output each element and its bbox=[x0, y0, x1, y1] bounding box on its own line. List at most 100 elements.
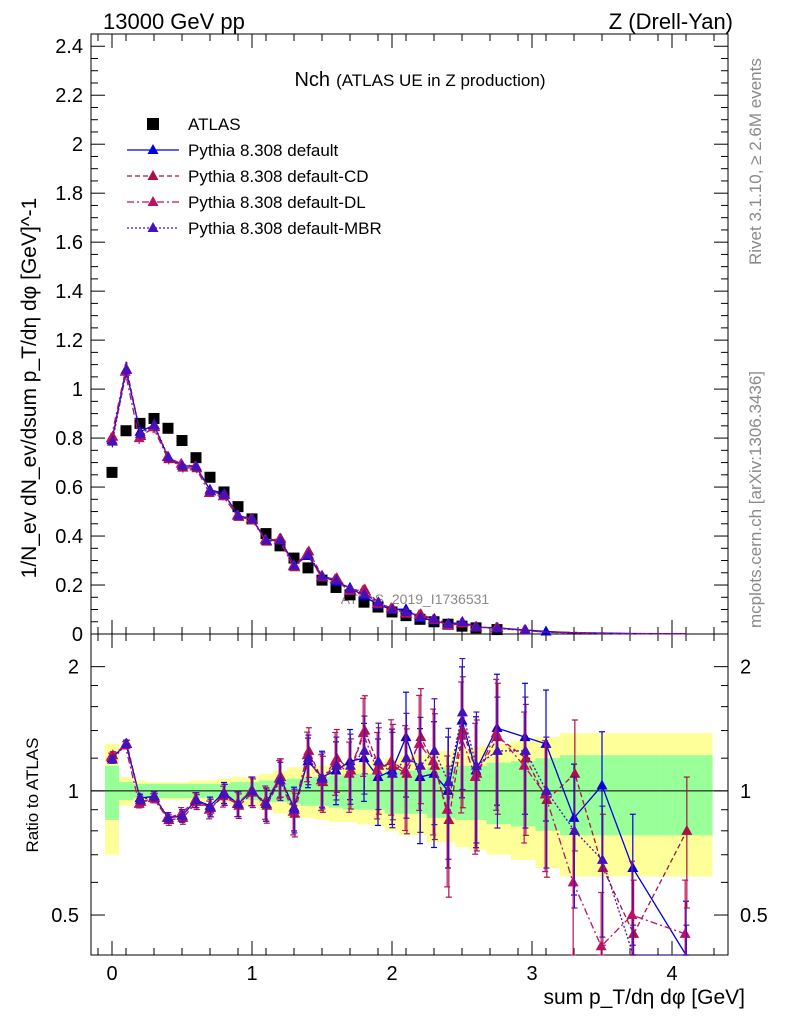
y-axis-label: 1/N_ev dN_ev/dsum p_T/dη dφ [GeV]^-1 bbox=[18, 198, 41, 579]
mc-point-mbr bbox=[358, 588, 370, 599]
mc-point-mbr bbox=[302, 548, 314, 559]
y-tick-label: 1.4 bbox=[55, 281, 83, 303]
mc-point-mbr bbox=[218, 488, 230, 499]
mc-ratio-point-mbr bbox=[162, 811, 174, 822]
data-point-atlas bbox=[162, 422, 174, 434]
mc-ratio-point-mbr bbox=[491, 744, 503, 755]
x-axis-label: sum p_T/dη dφ [GeV] bbox=[543, 986, 745, 1009]
band-inner bbox=[511, 761, 536, 827]
mc-ratio-point-mbr bbox=[470, 759, 482, 770]
plot-title-main: Nch bbox=[294, 69, 330, 91]
data-point-atlas bbox=[358, 596, 370, 608]
mc-ratio-point-dl bbox=[371, 764, 383, 775]
mc-point-mbr bbox=[372, 596, 384, 607]
x-tick-label: 4 bbox=[666, 963, 677, 985]
legend-marker-dl bbox=[147, 196, 159, 206]
mc-point-mbr bbox=[260, 534, 272, 545]
legend-label-cd: Pythia 8.308 default-CD bbox=[188, 167, 369, 186]
mc-ratio-point-dl bbox=[399, 764, 411, 775]
data-point-atlas bbox=[148, 412, 160, 424]
mc-point-mbr bbox=[470, 620, 482, 631]
data-point-atlas bbox=[204, 471, 216, 483]
ratio-tick-label: 2 bbox=[68, 657, 79, 679]
plot-title-sub: (ATLAS UE in Z production) bbox=[336, 71, 545, 90]
mc-ratio-point-mbr bbox=[176, 809, 188, 820]
legend: ATLAS Pythia 8.308 default Pythia 8.308 de… bbox=[127, 115, 382, 238]
mc-point-mbr bbox=[120, 363, 132, 374]
data-point-atlas bbox=[120, 425, 132, 437]
legend-marker-cd bbox=[147, 170, 159, 180]
y-tick-label: 0.6 bbox=[55, 477, 83, 499]
data-point-atlas bbox=[302, 562, 314, 574]
mc-ratio-point-dl bbox=[469, 771, 481, 782]
mc-ratio-point-cd bbox=[681, 824, 693, 835]
mc-point-mbr bbox=[519, 624, 531, 635]
mc-point-mbr bbox=[246, 512, 258, 523]
ratio-panel-series bbox=[105, 657, 693, 956]
x-tick-label: 3 bbox=[526, 963, 537, 985]
legend-marker-atlas bbox=[147, 118, 159, 130]
mc-ratio-point-mbr bbox=[260, 797, 272, 808]
y-tick-label: 1 bbox=[72, 379, 83, 401]
mc-ratio-point-mbr bbox=[218, 788, 230, 799]
ratio-tick-label-right: 1 bbox=[740, 781, 751, 803]
mc-ratio-point-mbr bbox=[302, 752, 314, 763]
mc-ratio-point-mbr bbox=[442, 776, 454, 787]
mc-point-mbr bbox=[162, 451, 174, 462]
mc-ratio-point-dl bbox=[595, 940, 607, 951]
mc-ratio-point-mbr bbox=[246, 784, 258, 795]
y-tick-label: 0.2 bbox=[55, 575, 83, 597]
band-inner bbox=[486, 762, 511, 825]
mc-ratio-point-mbr bbox=[456, 706, 468, 717]
mc-ratio-point-mbr bbox=[540, 784, 552, 795]
data-point-atlas bbox=[260, 528, 272, 540]
ratio-frame bbox=[90, 633, 729, 956]
mc-point-mbr bbox=[288, 559, 300, 570]
y-tick-label: 2.4 bbox=[55, 36, 83, 58]
mc-ratio-point-mbr bbox=[288, 803, 300, 814]
mc-point-mbr bbox=[232, 509, 244, 520]
mc-ratio-point-mbr bbox=[204, 801, 216, 812]
mc-ratio-point-cd bbox=[569, 767, 581, 778]
mc-ratio-point-mbr bbox=[519, 744, 531, 755]
mc-point-mbr bbox=[442, 617, 454, 628]
mc-ratio-point-mbr bbox=[400, 752, 412, 763]
mc-point-mbr bbox=[106, 435, 118, 446]
mc-ratio-point-dl bbox=[518, 759, 530, 770]
data-point-atlas bbox=[274, 540, 286, 552]
main-frame bbox=[90, 33, 729, 635]
legend-label-dl: Pythia 8.308 default-DL bbox=[188, 193, 366, 212]
mc-ratio-point-dl bbox=[427, 755, 439, 766]
data-point-atlas bbox=[232, 501, 244, 513]
mc-ratio-point-mbr bbox=[344, 759, 356, 770]
band-inner bbox=[617, 755, 660, 836]
mc-ratio-point-dl bbox=[679, 927, 691, 938]
mc-ratio-point-dl bbox=[357, 727, 369, 738]
x-tick-label: 2 bbox=[386, 963, 397, 985]
y-tick-label: 0.4 bbox=[55, 526, 83, 548]
mc-ratio-point-dl bbox=[490, 727, 502, 738]
plot-title: Nch (ATLAS UE in Z production) bbox=[294, 69, 545, 91]
mc-ratio-point-mbr bbox=[232, 797, 244, 808]
y-tick-label: 1.8 bbox=[55, 183, 83, 205]
mc-point-mbr bbox=[274, 534, 286, 545]
mc-ratio-point-dl bbox=[626, 909, 638, 920]
y-tick-label: 0.8 bbox=[55, 428, 83, 450]
mc-ratio-point-mbr bbox=[596, 853, 608, 864]
mc-ratio-point-dl bbox=[455, 729, 467, 740]
data-point-atlas bbox=[190, 452, 202, 464]
main-panel-series bbox=[105, 361, 687, 636]
mc-point-mbr bbox=[148, 418, 160, 429]
mc-point-mbr bbox=[428, 612, 440, 623]
ratio-tick-label: 1 bbox=[68, 781, 79, 803]
process-label: Z (Drell-Yan) bbox=[609, 9, 733, 34]
mc-ratio-point-mbr bbox=[330, 759, 342, 770]
mc-ratio-point-mbr bbox=[386, 767, 398, 778]
ratio-tick-label-right: 2 bbox=[740, 657, 751, 679]
ratio-tick-label-right: 0.5 bbox=[740, 905, 768, 927]
y-tick-label: 2 bbox=[72, 134, 83, 156]
mc-point-mbr bbox=[386, 603, 398, 614]
mc-ratio-point-mbr bbox=[568, 824, 580, 835]
mc-point-mbr bbox=[491, 622, 503, 633]
